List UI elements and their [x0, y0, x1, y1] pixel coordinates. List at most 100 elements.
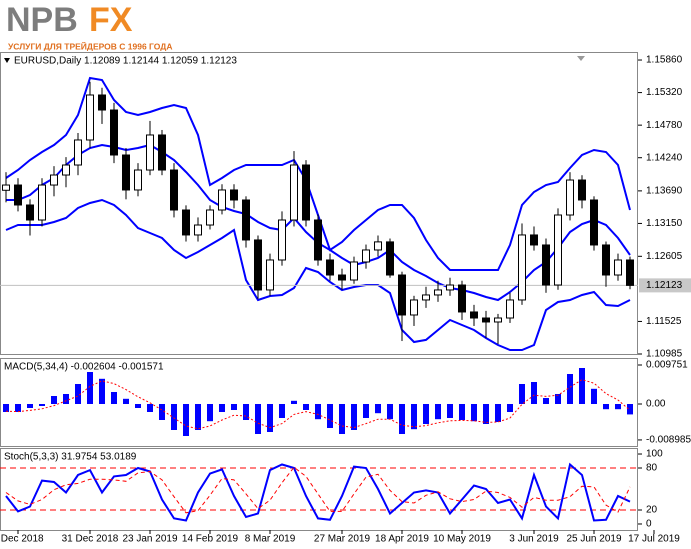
candle-body	[61, 164, 70, 176]
macd-bar	[110, 392, 117, 404]
panel-title: EURUSD,Daily 1.12089 1.12144 1.12059 1.1…	[14, 56, 237, 67]
macd-bar	[506, 404, 513, 412]
candle-body	[409, 299, 418, 316]
macd-bar	[38, 404, 45, 406]
macd-bar	[386, 404, 393, 420]
candle-body	[265, 259, 274, 291]
macd-bar	[530, 382, 537, 404]
y-tick-label: 0	[646, 519, 652, 530]
price-panel	[0, 52, 638, 355]
logo-tagline: УСЛУГИ ДЛЯ ТРЕЙДЕРОВ С 1996 ГОДА	[8, 40, 172, 51]
macd-bar	[26, 404, 33, 408]
macd-bar	[254, 404, 261, 434]
x-tick-label: 31 Dec 2018	[62, 534, 119, 545]
y-tick-label: 1.14780	[646, 120, 683, 131]
macd-bar	[194, 404, 201, 430]
macd-bar	[218, 404, 225, 412]
macd-bar	[2, 404, 9, 412]
candle-body	[469, 311, 478, 319]
candle-body	[229, 189, 238, 201]
candle-body	[313, 219, 322, 261]
candle-body	[73, 139, 82, 166]
x-tick-label: 25 Jun 2019	[566, 534, 621, 545]
last-price-label: 1.12123	[646, 280, 683, 291]
candle-body	[421, 294, 430, 301]
y-tick-label: 0.00	[646, 399, 666, 410]
candle-body	[205, 209, 214, 226]
x-tick-label: 17 Jul 2019	[628, 534, 680, 545]
macd-bar	[398, 404, 405, 434]
macd-bar	[446, 404, 453, 418]
x-tick-label: 18 Apr 2019	[375, 534, 429, 545]
y-tick-label: 1.13690	[646, 186, 683, 197]
macd-bar	[350, 404, 357, 430]
macd-bar	[422, 404, 429, 424]
macd-bar	[434, 404, 441, 420]
macd-bar	[458, 404, 465, 420]
macd-bar	[170, 404, 177, 430]
y-tick-label: -0.008985	[646, 435, 691, 446]
candle-body	[301, 164, 310, 221]
macd-bar	[14, 404, 21, 412]
macd-bar	[338, 404, 345, 434]
y-tick-label: 1.14240	[646, 152, 683, 163]
candle-body	[253, 239, 262, 291]
candle-body	[277, 219, 286, 261]
macd-bar	[278, 404, 285, 418]
candle-body	[601, 244, 610, 276]
macd-bar	[362, 404, 369, 418]
stoch-signal	[5, 466, 631, 514]
candle-body	[349, 261, 358, 281]
y-tick-label: 20	[646, 505, 658, 516]
candle-body	[97, 94, 106, 111]
macd-bar	[614, 404, 621, 410]
macd-bar	[158, 404, 165, 420]
candle-body	[37, 184, 46, 221]
macd-bar	[62, 394, 69, 404]
candle-body	[493, 317, 502, 323]
logo-accent: FX	[89, 1, 133, 39]
macd-bar	[326, 404, 333, 428]
y-tick-label: 1.15320	[646, 87, 683, 98]
candle-body	[433, 289, 442, 296]
macd-bar	[206, 404, 213, 422]
stoch-panel	[0, 448, 638, 531]
candle-body	[481, 317, 490, 323]
candle-body	[589, 199, 598, 246]
candle-body	[397, 274, 406, 316]
macd-bar	[566, 374, 573, 404]
candle-body	[541, 244, 550, 286]
y-tick-label: 1.11525	[646, 316, 682, 327]
y-tick-label: 80	[646, 463, 658, 474]
macd-bar	[290, 400, 297, 404]
macd-bar	[230, 404, 237, 410]
macd-bar	[74, 384, 81, 404]
candle-body	[361, 249, 370, 263]
macd-bar	[50, 396, 57, 404]
candle-body	[553, 214, 562, 286]
y-tick-label: 0.009751	[646, 360, 688, 371]
macd-bar	[86, 372, 93, 404]
candle-body	[121, 154, 130, 191]
macd-bar	[590, 388, 597, 404]
candle-body	[505, 299, 514, 319]
candle-body	[385, 241, 394, 276]
candle-body	[133, 169, 142, 191]
macd-bar	[626, 404, 633, 415]
macd-bar	[578, 368, 585, 404]
candle-body	[625, 259, 634, 286]
candle-body	[529, 234, 538, 246]
y-tick-label: 1.10985	[646, 349, 683, 360]
macd-bar	[554, 394, 561, 404]
x-tick-label: 23 Jan 2019	[122, 534, 177, 545]
candle-body	[169, 169, 178, 211]
panel-title: MACD(5,34,4) -0.002604 -0.001571	[4, 362, 164, 373]
y-tick-label: 100	[646, 449, 663, 460]
logo-brand: NPB	[6, 1, 78, 39]
candle-body	[13, 184, 22, 206]
candle-body	[85, 94, 94, 141]
candle-body	[25, 204, 34, 221]
macd-bar	[470, 404, 477, 422]
